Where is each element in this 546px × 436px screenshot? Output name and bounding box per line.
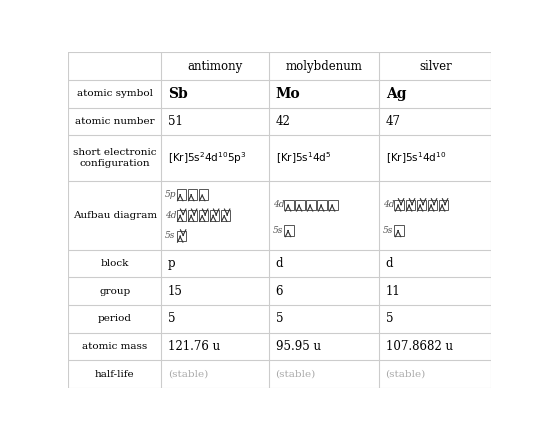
FancyBboxPatch shape — [176, 189, 186, 200]
FancyBboxPatch shape — [428, 200, 437, 210]
FancyBboxPatch shape — [176, 210, 186, 221]
Text: period: period — [98, 314, 132, 324]
Text: silver: silver — [419, 60, 452, 73]
FancyBboxPatch shape — [199, 189, 209, 200]
Text: Ag: Ag — [385, 87, 406, 101]
Text: atomic symbol: atomic symbol — [77, 89, 153, 98]
Text: 121.76 u: 121.76 u — [168, 340, 220, 353]
Text: atomic mass: atomic mass — [82, 342, 147, 351]
FancyBboxPatch shape — [406, 200, 416, 210]
FancyBboxPatch shape — [188, 210, 197, 221]
FancyBboxPatch shape — [284, 200, 294, 210]
Text: p: p — [168, 257, 175, 270]
Text: $\mathdefault{[Kr]5s^{1}4d^{5}}$: $\mathdefault{[Kr]5s^{1}4d^{5}}$ — [276, 150, 331, 166]
FancyBboxPatch shape — [210, 210, 219, 221]
Text: antimony: antimony — [188, 60, 243, 73]
Text: 5s: 5s — [272, 226, 283, 235]
Text: (stable): (stable) — [168, 370, 208, 379]
Text: group: group — [99, 287, 130, 296]
FancyBboxPatch shape — [306, 200, 316, 210]
FancyBboxPatch shape — [188, 189, 197, 200]
Text: 5: 5 — [168, 313, 175, 325]
Text: Aufbau diagram: Aufbau diagram — [73, 211, 157, 220]
Text: atomic number: atomic number — [75, 117, 155, 126]
Text: 47: 47 — [385, 115, 401, 128]
Text: 5: 5 — [385, 313, 393, 325]
Text: 11: 11 — [385, 285, 400, 298]
Text: 6: 6 — [276, 285, 283, 298]
Text: 5s: 5s — [383, 226, 393, 235]
Text: 5s: 5s — [165, 232, 175, 241]
Text: molybdenum: molybdenum — [286, 60, 363, 73]
Text: 42: 42 — [276, 115, 290, 128]
Text: 95.95 u: 95.95 u — [276, 340, 321, 353]
FancyBboxPatch shape — [329, 200, 338, 210]
FancyBboxPatch shape — [199, 210, 209, 221]
Text: 51: 51 — [168, 115, 182, 128]
FancyBboxPatch shape — [438, 200, 448, 210]
Text: $\mathdefault{[Kr]5s^{1}4d^{10}}$: $\mathdefault{[Kr]5s^{1}4d^{10}}$ — [385, 150, 446, 166]
Text: d: d — [276, 257, 283, 270]
Text: 5p: 5p — [165, 190, 176, 199]
FancyBboxPatch shape — [295, 200, 305, 210]
Text: d: d — [385, 257, 393, 270]
FancyBboxPatch shape — [221, 210, 230, 221]
FancyBboxPatch shape — [284, 225, 294, 236]
FancyBboxPatch shape — [417, 200, 426, 210]
FancyBboxPatch shape — [176, 231, 186, 242]
Text: 15: 15 — [168, 285, 182, 298]
Text: half-life: half-life — [95, 370, 135, 379]
Text: 107.8682 u: 107.8682 u — [385, 340, 453, 353]
Text: 4d: 4d — [272, 201, 284, 209]
Text: 5: 5 — [276, 313, 283, 325]
FancyBboxPatch shape — [395, 200, 404, 210]
Text: (stable): (stable) — [276, 370, 316, 379]
FancyBboxPatch shape — [317, 200, 327, 210]
Text: (stable): (stable) — [385, 370, 426, 379]
Text: 4d: 4d — [165, 211, 176, 220]
Text: short electronic
configuration: short electronic configuration — [73, 148, 157, 168]
Text: Mo: Mo — [276, 87, 300, 101]
Text: $\mathdefault{[Kr]5s^{2}4d^{10}5p^{3}}$: $\mathdefault{[Kr]5s^{2}4d^{10}5p^{3}}$ — [168, 150, 246, 166]
Text: block: block — [100, 259, 129, 268]
FancyBboxPatch shape — [395, 225, 404, 236]
Text: 4d: 4d — [383, 201, 394, 209]
Text: Sb: Sb — [168, 87, 187, 101]
